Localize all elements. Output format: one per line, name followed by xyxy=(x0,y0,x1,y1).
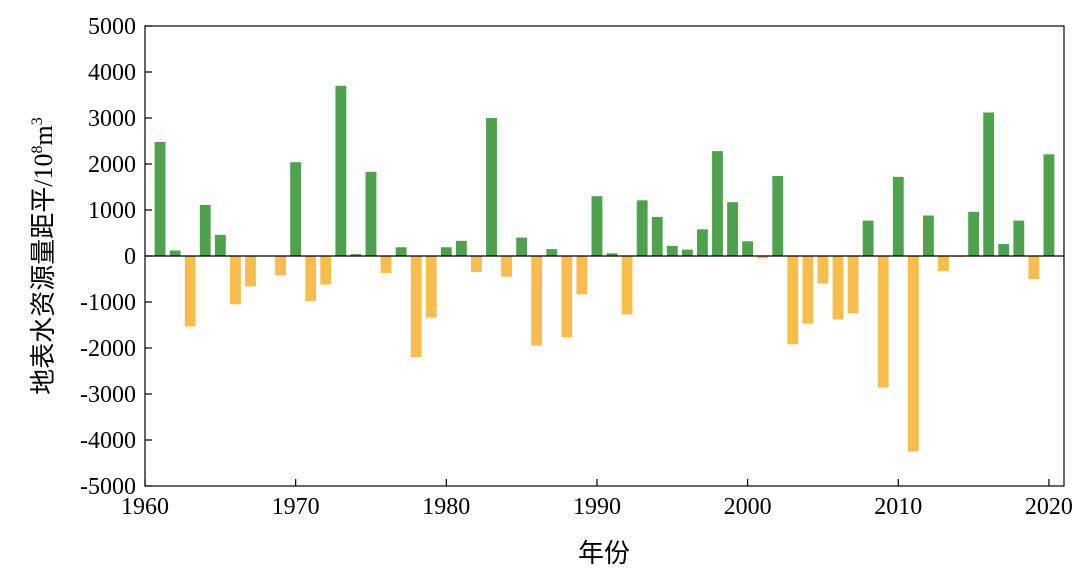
bar-2015 xyxy=(968,211,980,256)
bar-1976 xyxy=(380,256,392,274)
bar-1972 xyxy=(320,256,332,285)
bar-2002 xyxy=(772,175,784,256)
x-axis-ticks: 1960 1970 1980 1990 2000 2010 2020 xyxy=(121,479,1073,520)
x-tick-label: 2020 xyxy=(1025,494,1073,520)
y-axis-unit-exp1: 8 xyxy=(29,145,46,153)
bar-1982 xyxy=(471,256,482,273)
x-tick-label: 2010 xyxy=(874,494,922,520)
bar-1989 xyxy=(576,256,588,295)
bar-2013 xyxy=(938,256,949,272)
bars-group xyxy=(154,85,1055,452)
bar-1961 xyxy=(154,141,166,256)
y-tick-label: 3000 xyxy=(88,106,136,132)
bar-2012 xyxy=(922,215,934,256)
bar-1990 xyxy=(591,196,603,256)
bar-2017 xyxy=(998,244,1010,256)
bar-1999 xyxy=(727,202,738,256)
bar-1974 xyxy=(350,254,362,256)
bar-1978 xyxy=(410,256,422,358)
y-axis-title: 地表水资源量距平/108m3 xyxy=(29,117,59,394)
y-axis-ticks: -5000 -4000 -3000 -2000 -1000 0 1000 2000 3000 40… xyxy=(80,14,152,500)
bar-1984 xyxy=(501,256,512,277)
x-axis-title: 年份 xyxy=(578,539,630,569)
bar-1964 xyxy=(199,204,211,256)
bar-1997 xyxy=(697,229,708,256)
y-tick-label: 0 xyxy=(124,244,136,270)
y-axis-unit-middle: m xyxy=(29,125,58,145)
bar-1962 xyxy=(169,250,181,256)
bar-1963 xyxy=(184,256,196,327)
bar-2000 xyxy=(742,241,754,256)
bar-1998 xyxy=(712,151,723,256)
bar-1966 xyxy=(229,256,241,305)
bar-1980 xyxy=(440,247,452,256)
bar-1995 xyxy=(666,245,678,256)
bar-1965 xyxy=(214,234,226,256)
y-tick-label: 5000 xyxy=(88,14,136,40)
y-axis-unit-prefix: /10 xyxy=(29,153,58,186)
bar-1986 xyxy=(531,256,543,346)
bar-2020 xyxy=(1043,154,1055,256)
x-tick-label: 1980 xyxy=(422,494,470,520)
y-tick-label: 4000 xyxy=(88,60,136,86)
bar-2008 xyxy=(862,220,874,256)
bar-2019 xyxy=(1028,256,1040,279)
y-tick-label: 2000 xyxy=(88,152,136,178)
bar-2009 xyxy=(877,256,889,388)
bar-1985 xyxy=(516,237,528,256)
bar-2003 xyxy=(787,256,799,345)
bar-1993 xyxy=(636,200,648,256)
y-axis-title-main: 地表水资源量距平 xyxy=(29,187,59,395)
bar-1977 xyxy=(395,247,407,256)
bar-1994 xyxy=(651,216,663,256)
y-axis-unit-exp2: 3 xyxy=(29,117,46,125)
bar-2011 xyxy=(907,256,919,452)
bar-1983 xyxy=(486,118,497,256)
bar-1992 xyxy=(621,256,633,315)
bar-1973 xyxy=(335,85,347,256)
bar-1979 xyxy=(425,256,437,318)
bar-1967 xyxy=(245,256,256,287)
bar-2001 xyxy=(757,256,769,259)
bar-1971 xyxy=(305,256,317,302)
x-tick-label: 1970 xyxy=(272,494,320,520)
x-tick-label: 1960 xyxy=(121,494,169,520)
y-tick-label: -1000 xyxy=(80,290,136,316)
bar-1988 xyxy=(561,256,573,338)
x-tick-label: 2000 xyxy=(724,494,772,520)
bar-2010 xyxy=(892,176,904,256)
bar-1991 xyxy=(606,253,618,256)
bar-2005 xyxy=(817,256,829,284)
bar-2016 xyxy=(983,112,995,256)
y-tick-label: 1000 xyxy=(88,198,136,224)
y-tick-label: -4000 xyxy=(80,428,136,454)
bar-2007 xyxy=(847,256,859,314)
bar-1970 xyxy=(290,162,302,256)
bar-1969 xyxy=(275,256,287,276)
bar-2004 xyxy=(802,256,814,324)
bar-2018 xyxy=(1013,220,1025,256)
bar-1987 xyxy=(546,249,558,256)
bar-1975 xyxy=(365,171,377,256)
bar-1981 xyxy=(455,240,467,256)
bar-2006 xyxy=(832,256,844,320)
y-tick-label: -5000 xyxy=(80,474,136,500)
x-tick-label: 1990 xyxy=(573,494,621,520)
bar-1996 xyxy=(681,249,693,256)
y-tick-label: -3000 xyxy=(80,382,136,408)
y-tick-label: -2000 xyxy=(80,336,136,362)
